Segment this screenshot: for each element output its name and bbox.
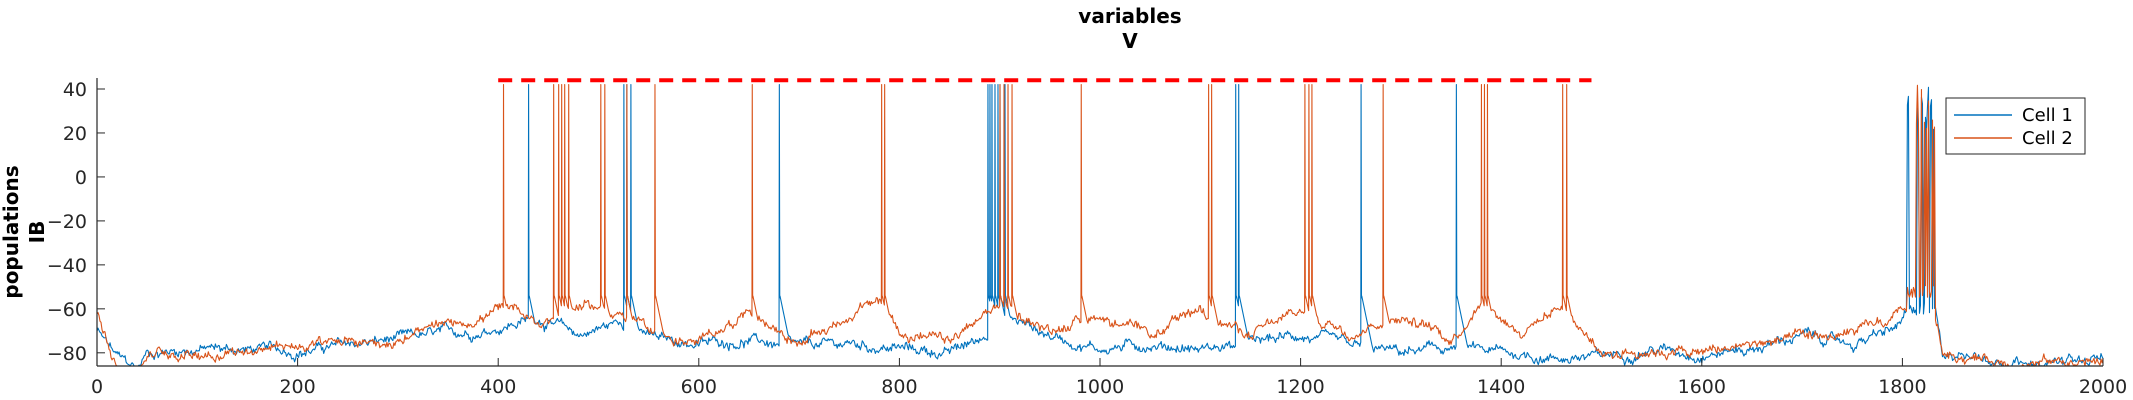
x-tick-label: 400 — [480, 376, 516, 398]
x-tick-label: 600 — [681, 376, 717, 398]
y-tick-label: 20 — [63, 123, 87, 145]
chart-subtitle: V — [1122, 29, 1138, 53]
y-ticks: 40 20 0 −20 −40 −60 −80 — [47, 79, 105, 365]
x-ticks: 0 200 400 600 800 1000 1200 1400 1600 1800 2000 — [91, 358, 2127, 398]
x-tick-label: 200 — [279, 376, 315, 398]
x-tick-label: 1200 — [1276, 376, 1324, 398]
x-tick-label: 0 — [91, 376, 103, 398]
legend-label-cell-2: Cell 2 — [2022, 128, 2073, 149]
legend-box — [1945, 97, 2086, 155]
legend: Cell 1 Cell 2 — [1945, 97, 2086, 155]
legend-label-cell-1: Cell 1 — [2022, 105, 2073, 126]
x-tick-label: 1000 — [1076, 376, 1124, 398]
x-tick-label: 2000 — [2079, 376, 2127, 398]
plot-area: 0 200 400 600 800 1000 1200 1400 1600 1800 2000 40… — [47, 78, 2127, 398]
y-axis-label: populations — [0, 165, 23, 298]
x-tick-label: 1400 — [1477, 376, 1525, 398]
series-layer — [96, 84, 2104, 367]
y-tick-label: 40 — [63, 79, 87, 101]
x-tick-label: 1800 — [1878, 376, 1926, 398]
chart-title: variables — [1078, 4, 1181, 28]
y-tick-label: −40 — [47, 255, 87, 277]
series-line-cell-1 — [96, 84, 2104, 367]
x-tick-label: 800 — [881, 376, 917, 398]
series-line-cell-2 — [96, 84, 2104, 367]
y-axis-sublabel: IB — [25, 221, 49, 244]
x-tick-label: 1600 — [1678, 376, 1726, 398]
y-axis-label-group: populations IB — [0, 165, 49, 298]
y-tick-label: 0 — [75, 167, 87, 189]
y-tick-label: −80 — [47, 343, 87, 365]
y-tick-label: −60 — [47, 299, 87, 321]
y-tick-label: −20 — [47, 211, 87, 233]
